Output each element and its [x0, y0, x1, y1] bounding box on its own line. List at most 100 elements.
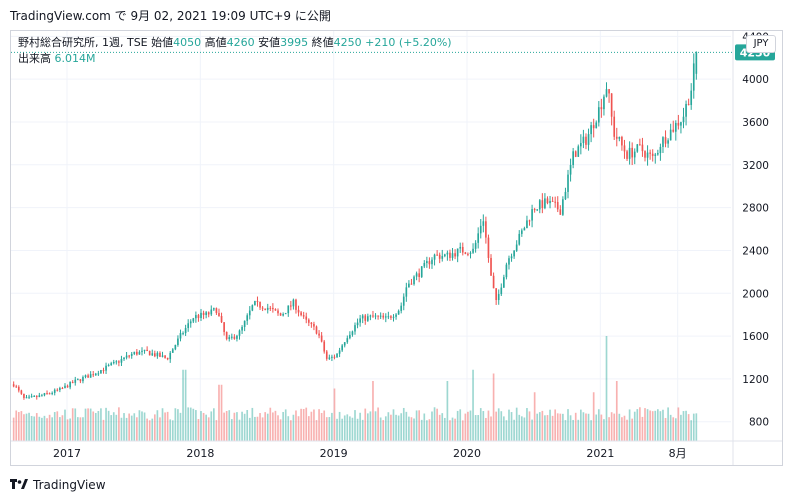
candle-body[interactable] [600, 107, 603, 110]
candle-body[interactable] [279, 313, 282, 316]
candle-body[interactable] [259, 301, 261, 308]
candle-body[interactable] [518, 233, 521, 245]
footer-brand[interactable]: TradingView [10, 478, 106, 492]
candle-body[interactable] [292, 299, 295, 307]
candle-body[interactable] [148, 350, 151, 356]
candle-body[interactable] [690, 90, 693, 105]
candle-body[interactable] [274, 309, 277, 311]
candle-body[interactable] [356, 322, 359, 326]
candle-body[interactable] [420, 266, 423, 277]
candle-body[interactable] [143, 349, 146, 351]
candle-body[interactable] [53, 389, 56, 393]
candle-body[interactable] [202, 312, 205, 315]
candle-body[interactable] [261, 307, 264, 309]
candle-body[interactable] [562, 199, 564, 215]
candle-body[interactable] [82, 377, 84, 382]
candle-body[interactable] [359, 318, 361, 323]
candle-body[interactable] [200, 312, 202, 319]
candle-body[interactable] [418, 273, 420, 277]
candle-body[interactable] [621, 136, 623, 146]
candle-body[interactable] [61, 387, 64, 389]
candle-body[interactable] [161, 355, 164, 357]
candle-body[interactable] [59, 387, 61, 391]
candle-body[interactable] [351, 331, 354, 335]
candle-body[interactable] [408, 283, 410, 288]
candle-body[interactable] [30, 396, 33, 398]
candle-body[interactable] [130, 353, 133, 356]
candle-body[interactable] [233, 336, 236, 339]
candle-body[interactable] [295, 299, 297, 310]
candle-body[interactable] [182, 333, 184, 335]
candle-body[interactable] [597, 107, 600, 123]
candle-body[interactable] [556, 202, 559, 210]
candle-body[interactable] [228, 337, 231, 340]
candle-body[interactable] [384, 316, 387, 318]
candle-body[interactable] [120, 359, 123, 363]
candle-body[interactable] [695, 52, 698, 74]
candle-body[interactable] [69, 381, 71, 388]
candle-body[interactable] [618, 136, 621, 139]
candle-body[interactable] [156, 352, 159, 357]
candle-body[interactable] [354, 325, 356, 332]
candle-body[interactable] [97, 373, 100, 375]
candle-body[interactable] [159, 352, 161, 357]
candle-body[interactable] [438, 254, 441, 259]
chart-pane[interactable]: 8001200160020002400280032003600400044004… [10, 30, 783, 466]
candle-body[interactable] [433, 254, 436, 260]
candle-body[interactable] [136, 351, 138, 355]
candle-body[interactable] [151, 353, 154, 356]
candle-body[interactable] [266, 307, 269, 310]
candle-body[interactable] [110, 363, 113, 366]
candle-body[interactable] [528, 220, 531, 222]
candle-body[interactable] [71, 381, 74, 383]
candle-body[interactable] [366, 316, 369, 321]
candle-body[interactable] [492, 275, 495, 289]
candle-body[interactable] [531, 209, 533, 221]
candle-body[interactable] [28, 396, 30, 398]
candle-body[interactable] [15, 386, 18, 388]
currency-button[interactable]: JPY [746, 35, 776, 53]
candle-body[interactable] [400, 305, 403, 311]
candle-body[interactable] [659, 146, 662, 154]
candle-body[interactable] [580, 143, 582, 147]
candle-body[interactable] [674, 122, 677, 132]
candle-body[interactable] [449, 252, 451, 258]
candle-body[interactable] [251, 305, 254, 311]
candle-body[interactable] [220, 316, 223, 323]
candle-body[interactable] [374, 315, 377, 317]
candle-body[interactable] [87, 375, 89, 378]
candle-body[interactable] [246, 315, 249, 321]
candle-body[interactable] [146, 349, 148, 351]
candle-body[interactable] [390, 316, 392, 318]
candle-body[interactable] [256, 301, 259, 303]
candle-body[interactable] [577, 146, 580, 157]
candle-body[interactable] [213, 308, 215, 310]
candle-body[interactable] [574, 151, 577, 157]
candle-body[interactable] [503, 277, 505, 288]
candle-body[interactable] [485, 221, 487, 238]
candle-body[interactable] [12, 384, 15, 387]
candle-body[interactable] [210, 309, 213, 315]
candle-body[interactable] [377, 315, 379, 317]
candle-body[interactable] [456, 248, 459, 257]
candle-body[interactable] [649, 152, 651, 154]
candle-body[interactable] [287, 305, 290, 314]
candle-body[interactable] [677, 122, 680, 126]
candle-body[interactable] [664, 137, 667, 144]
candle-body[interactable] [395, 314, 397, 317]
candle-body[interactable] [192, 318, 195, 322]
candle-body[interactable] [248, 310, 251, 316]
candle-body[interactable] [138, 351, 141, 355]
candle-body[interactable] [33, 395, 36, 397]
candle-body[interactable] [567, 174, 569, 192]
candle-body[interactable] [184, 328, 187, 334]
candle-body[interactable] [441, 256, 444, 259]
candle-body[interactable] [687, 103, 690, 105]
candle-body[interactable] [500, 287, 503, 295]
candle-body[interactable] [605, 89, 608, 97]
candle-body[interactable] [526, 220, 528, 229]
candle-body[interactable] [305, 316, 308, 320]
candle-body[interactable] [682, 116, 685, 123]
candle-body[interactable] [431, 259, 433, 265]
candle-body[interactable] [657, 153, 659, 155]
